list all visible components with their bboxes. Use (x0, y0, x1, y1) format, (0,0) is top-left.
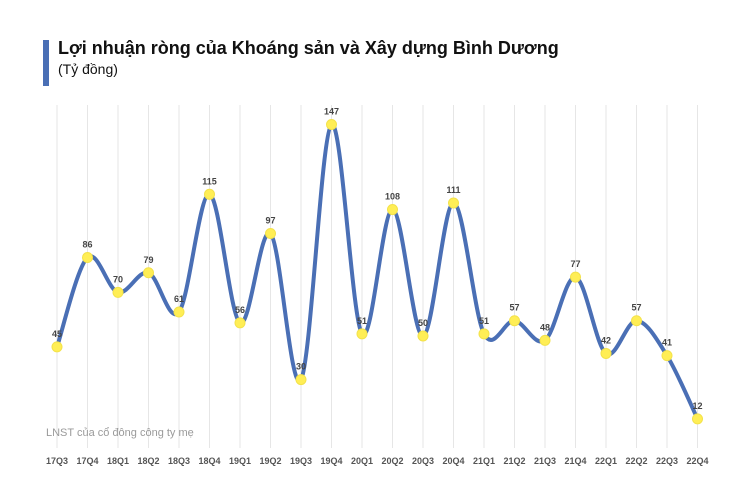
x-tick-18Q1: 18Q1 (107, 456, 129, 466)
data-label-20Q2: 108 (385, 192, 400, 202)
data-point-20Q2 (387, 204, 398, 216)
x-tick-22Q3: 22Q3 (656, 456, 678, 466)
x-tick-19Q2: 19Q2 (259, 456, 281, 466)
chart-note: LNST của cổ đông công ty mẹ (46, 427, 194, 439)
data-label-19Q3: 30 (296, 362, 306, 372)
data-label-20Q4: 111 (446, 185, 460, 195)
data-label-18Q2: 79 (143, 255, 153, 265)
title-accent-bar (43, 40, 49, 86)
data-label-21Q3: 48 (540, 322, 550, 332)
data-point-21Q3 (539, 334, 551, 346)
data-label-22Q1: 42 (601, 335, 611, 345)
data-point-18Q2 (143, 267, 154, 279)
x-tick-17Q3: 17Q3 (46, 456, 68, 466)
x-tick-20Q1: 20Q1 (351, 456, 373, 466)
data-markers (51, 119, 703, 425)
data-label-19Q2: 97 (265, 216, 275, 226)
grid-lines (56, 105, 698, 448)
x-tick-21Q2: 21Q2 (503, 456, 525, 466)
data-label-17Q4: 86 (82, 240, 92, 250)
data-label-21Q2: 57 (509, 303, 519, 313)
data-point-21Q1 (478, 328, 490, 340)
data-point-18Q3 (173, 306, 185, 318)
data-point-21Q4 (570, 271, 581, 283)
data-label-18Q3: 61 (174, 294, 184, 304)
data-point-18Q4 (204, 188, 215, 200)
data-point-22Q2 (631, 315, 642, 327)
data-label-22Q4: 12 (692, 401, 702, 411)
x-tick-20Q4: 20Q4 (442, 456, 464, 466)
data-point-18Q1 (112, 286, 124, 298)
data-point-19Q3 (295, 374, 307, 386)
x-tick-19Q1: 19Q1 (229, 456, 251, 466)
data-point-22Q1 (600, 347, 612, 359)
data-label-19Q4: 147 (324, 107, 339, 117)
x-tick-21Q4: 21Q4 (564, 456, 586, 466)
chart-subtitle: (Tỷ đồng) (58, 61, 118, 77)
x-tick-21Q3: 21Q3 (534, 456, 556, 466)
data-label-20Q1: 51 (357, 316, 367, 326)
data-label-18Q1: 70 (113, 274, 123, 284)
x-tick-20Q2: 20Q2 (381, 456, 403, 466)
data-label-19Q1: 56 (235, 305, 245, 315)
chart-title: Lợi nhuận ròng của Khoáng sản và Xây dựn… (58, 38, 559, 58)
data-label-18Q4: 115 (202, 176, 217, 186)
x-tick-17Q4: 17Q4 (76, 456, 98, 466)
data-point-17Q4 (82, 252, 93, 264)
data-point-17Q3 (51, 341, 63, 353)
x-tick-21Q1: 21Q1 (473, 456, 495, 466)
data-label-21Q4: 77 (570, 259, 580, 269)
x-tick-20Q3: 20Q3 (412, 456, 434, 466)
data-label-20Q3: 50 (418, 318, 428, 328)
data-point-20Q3 (417, 330, 429, 342)
x-axis-ticks: 17Q3 17Q4 18Q1 18Q2 18Q3 18Q4 19Q1 19Q2 19Q3 19Q4… (46, 456, 709, 466)
x-tick-18Q3: 18Q3 (168, 456, 190, 466)
x-tick-22Q2: 22Q2 (625, 456, 647, 466)
data-label-22Q3: 41 (662, 338, 672, 348)
x-tick-19Q3: 19Q3 (290, 456, 312, 466)
data-point-20Q4 (448, 197, 459, 209)
data-point-19Q4 (326, 119, 337, 131)
data-point-19Q2 (265, 228, 276, 240)
x-tick-22Q4: 22Q4 (686, 456, 708, 466)
x-tick-18Q4: 18Q4 (198, 456, 220, 466)
x-tick-22Q1: 22Q1 (595, 456, 617, 466)
data-point-22Q4 (692, 413, 703, 425)
data-point-22Q3 (661, 350, 673, 362)
data-label-22Q2: 57 (631, 303, 641, 313)
x-tick-18Q2: 18Q2 (137, 456, 159, 466)
data-point-19Q1 (234, 317, 246, 329)
x-tick-19Q4: 19Q4 (320, 456, 342, 466)
data-labels: 45 86 70 79 61 115 56 97 30 147 51 108 50 111 51 57 48 77… (52, 107, 703, 411)
data-point-21Q2 (509, 315, 520, 327)
data-label-17Q3: 45 (52, 329, 62, 339)
data-point-20Q1 (356, 328, 368, 340)
data-label-21Q1: 51 (479, 316, 489, 326)
